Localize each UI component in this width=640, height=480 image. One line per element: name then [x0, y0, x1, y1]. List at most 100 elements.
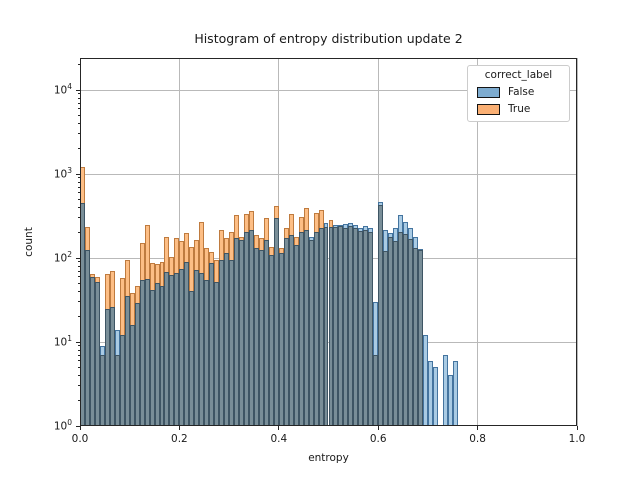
- histogram-bar-false: [343, 224, 349, 228]
- histogram-bar-overlap: [174, 273, 180, 426]
- y-minor-tick-mark: [78, 198, 80, 200]
- y-minor-tick-mark: [78, 148, 80, 150]
- histogram-bar-overlap: [273, 217, 279, 426]
- histogram-bar-overlap: [343, 227, 349, 426]
- histogram-bar-true: [283, 228, 289, 239]
- histogram-bar-true: [244, 214, 249, 232]
- x-tick-mark: [576, 426, 578, 430]
- y-minor-tick-mark: [78, 108, 80, 110]
- histogram-bar-true: [234, 215, 240, 239]
- histogram-bar-overlap: [417, 250, 423, 426]
- histogram-bar-overlap: [278, 253, 284, 426]
- histogram-bar-false: [417, 249, 423, 251]
- histogram-bar-overlap: [348, 226, 354, 426]
- histogram-bar-overlap: [139, 279, 145, 426]
- histogram-bar-true: [313, 213, 319, 232]
- y-minor-tick-mark: [78, 265, 80, 267]
- histogram-bar-overlap: [214, 281, 220, 426]
- histogram-bar-true: [189, 246, 195, 292]
- histogram-bar-false: [368, 228, 374, 232]
- histogram-bar-overlap: [363, 229, 369, 426]
- x-tick-mark: [79, 426, 81, 430]
- histogram-bar-false: [412, 236, 418, 249]
- histogram-bar-false: [333, 225, 339, 228]
- x-tick-label: 0.8: [469, 433, 486, 445]
- y-minor-tick-mark: [78, 366, 80, 368]
- histogram-bar-overlap: [164, 271, 170, 426]
- histogram-bar-overlap: [239, 239, 244, 426]
- histogram-bar-overlap: [89, 276, 95, 426]
- histogram-bar-overlap: [244, 231, 249, 426]
- histogram-bar-overlap: [184, 261, 190, 426]
- histogram-bar-overlap: [109, 307, 115, 426]
- histogram-bar-true: [184, 232, 190, 262]
- gridline-horizontal: [80, 89, 577, 91]
- y-minor-tick-mark: [78, 345, 80, 347]
- histogram-bar-overlap: [84, 249, 90, 426]
- y-minor-tick-mark: [78, 186, 80, 188]
- histogram-bar-true: [273, 205, 279, 218]
- histogram-bar-true: [219, 230, 225, 260]
- y-minor-tick-mark: [78, 133, 80, 135]
- y-tick-label: 101: [53, 334, 72, 349]
- histogram-bar-overlap: [318, 228, 324, 426]
- legend-entry-true: True: [468, 103, 569, 115]
- legend-label-true: True: [508, 103, 531, 115]
- histogram-bar-false: [432, 367, 438, 426]
- histogram-bar-false: [358, 227, 364, 231]
- histogram-bar-overlap: [283, 238, 289, 426]
- gridline-vertical: [278, 58, 280, 426]
- histogram-bar-true: [154, 264, 160, 284]
- histogram-bar-true: [248, 211, 254, 231]
- histogram-bar-false: [408, 228, 413, 239]
- histogram-bar-overlap: [169, 274, 175, 426]
- histogram-bar-false: [388, 233, 394, 237]
- histogram-bar-overlap: [224, 253, 230, 426]
- histogram-bar-true: [89, 273, 95, 277]
- x-tick-label: 0.2: [171, 433, 188, 445]
- histogram-bar-overlap: [258, 250, 264, 426]
- histogram-bar-overlap: [248, 230, 254, 426]
- histogram-bar-overlap: [204, 279, 210, 426]
- y-minor-tick-mark: [78, 282, 80, 284]
- plot-area: correct_label False True: [80, 58, 578, 426]
- histogram-bar-true: [84, 226, 90, 250]
- histogram-bar-overlap: [194, 269, 200, 426]
- histogram-bar-true: [94, 276, 100, 282]
- y-minor-tick-mark: [78, 102, 80, 104]
- y-minor-tick-mark: [78, 122, 80, 124]
- histogram-bar-true: [268, 246, 274, 255]
- histogram-bar-overlap: [159, 286, 165, 426]
- histogram-bar-false: [442, 355, 448, 426]
- histogram-bar-false: [393, 228, 399, 241]
- histogram-bar-false: [378, 201, 384, 205]
- histogram-bar-false: [308, 236, 314, 240]
- histogram-bar-true: [179, 241, 185, 269]
- y-minor-tick-mark: [78, 114, 80, 116]
- histogram-bar-true: [263, 218, 269, 240]
- x-tick-label: 0.0: [71, 433, 89, 445]
- histogram-bar-true: [159, 261, 165, 287]
- histogram-bar-true: [214, 259, 220, 282]
- histogram-bar-overlap: [99, 355, 105, 426]
- histogram-bar-overlap: [154, 283, 160, 426]
- histogram-bar-overlap: [134, 303, 140, 426]
- histogram-bar-false: [363, 226, 369, 230]
- histogram-bar-overlap: [263, 239, 269, 426]
- histogram-bar-false: [353, 225, 359, 228]
- histogram-bar-false: [348, 222, 354, 227]
- histogram-bar-true: [204, 248, 210, 280]
- gridline-horizontal: [80, 173, 577, 175]
- legend-label-false: False: [508, 86, 535, 98]
- histogram-bar-overlap: [229, 259, 235, 426]
- y-minor-tick-mark: [78, 360, 80, 362]
- y-axis-label: count: [23, 227, 35, 257]
- histogram-bar-overlap: [298, 231, 304, 426]
- histogram-bar-true: [293, 236, 299, 245]
- histogram-bar-true: [318, 210, 324, 229]
- legend-swatch-false-icon: [477, 86, 500, 98]
- y-minor-tick-mark: [78, 93, 80, 95]
- y-minor-tick-mark: [78, 206, 80, 208]
- histogram-bar-true: [104, 273, 110, 309]
- histogram-bar-overlap: [358, 230, 364, 426]
